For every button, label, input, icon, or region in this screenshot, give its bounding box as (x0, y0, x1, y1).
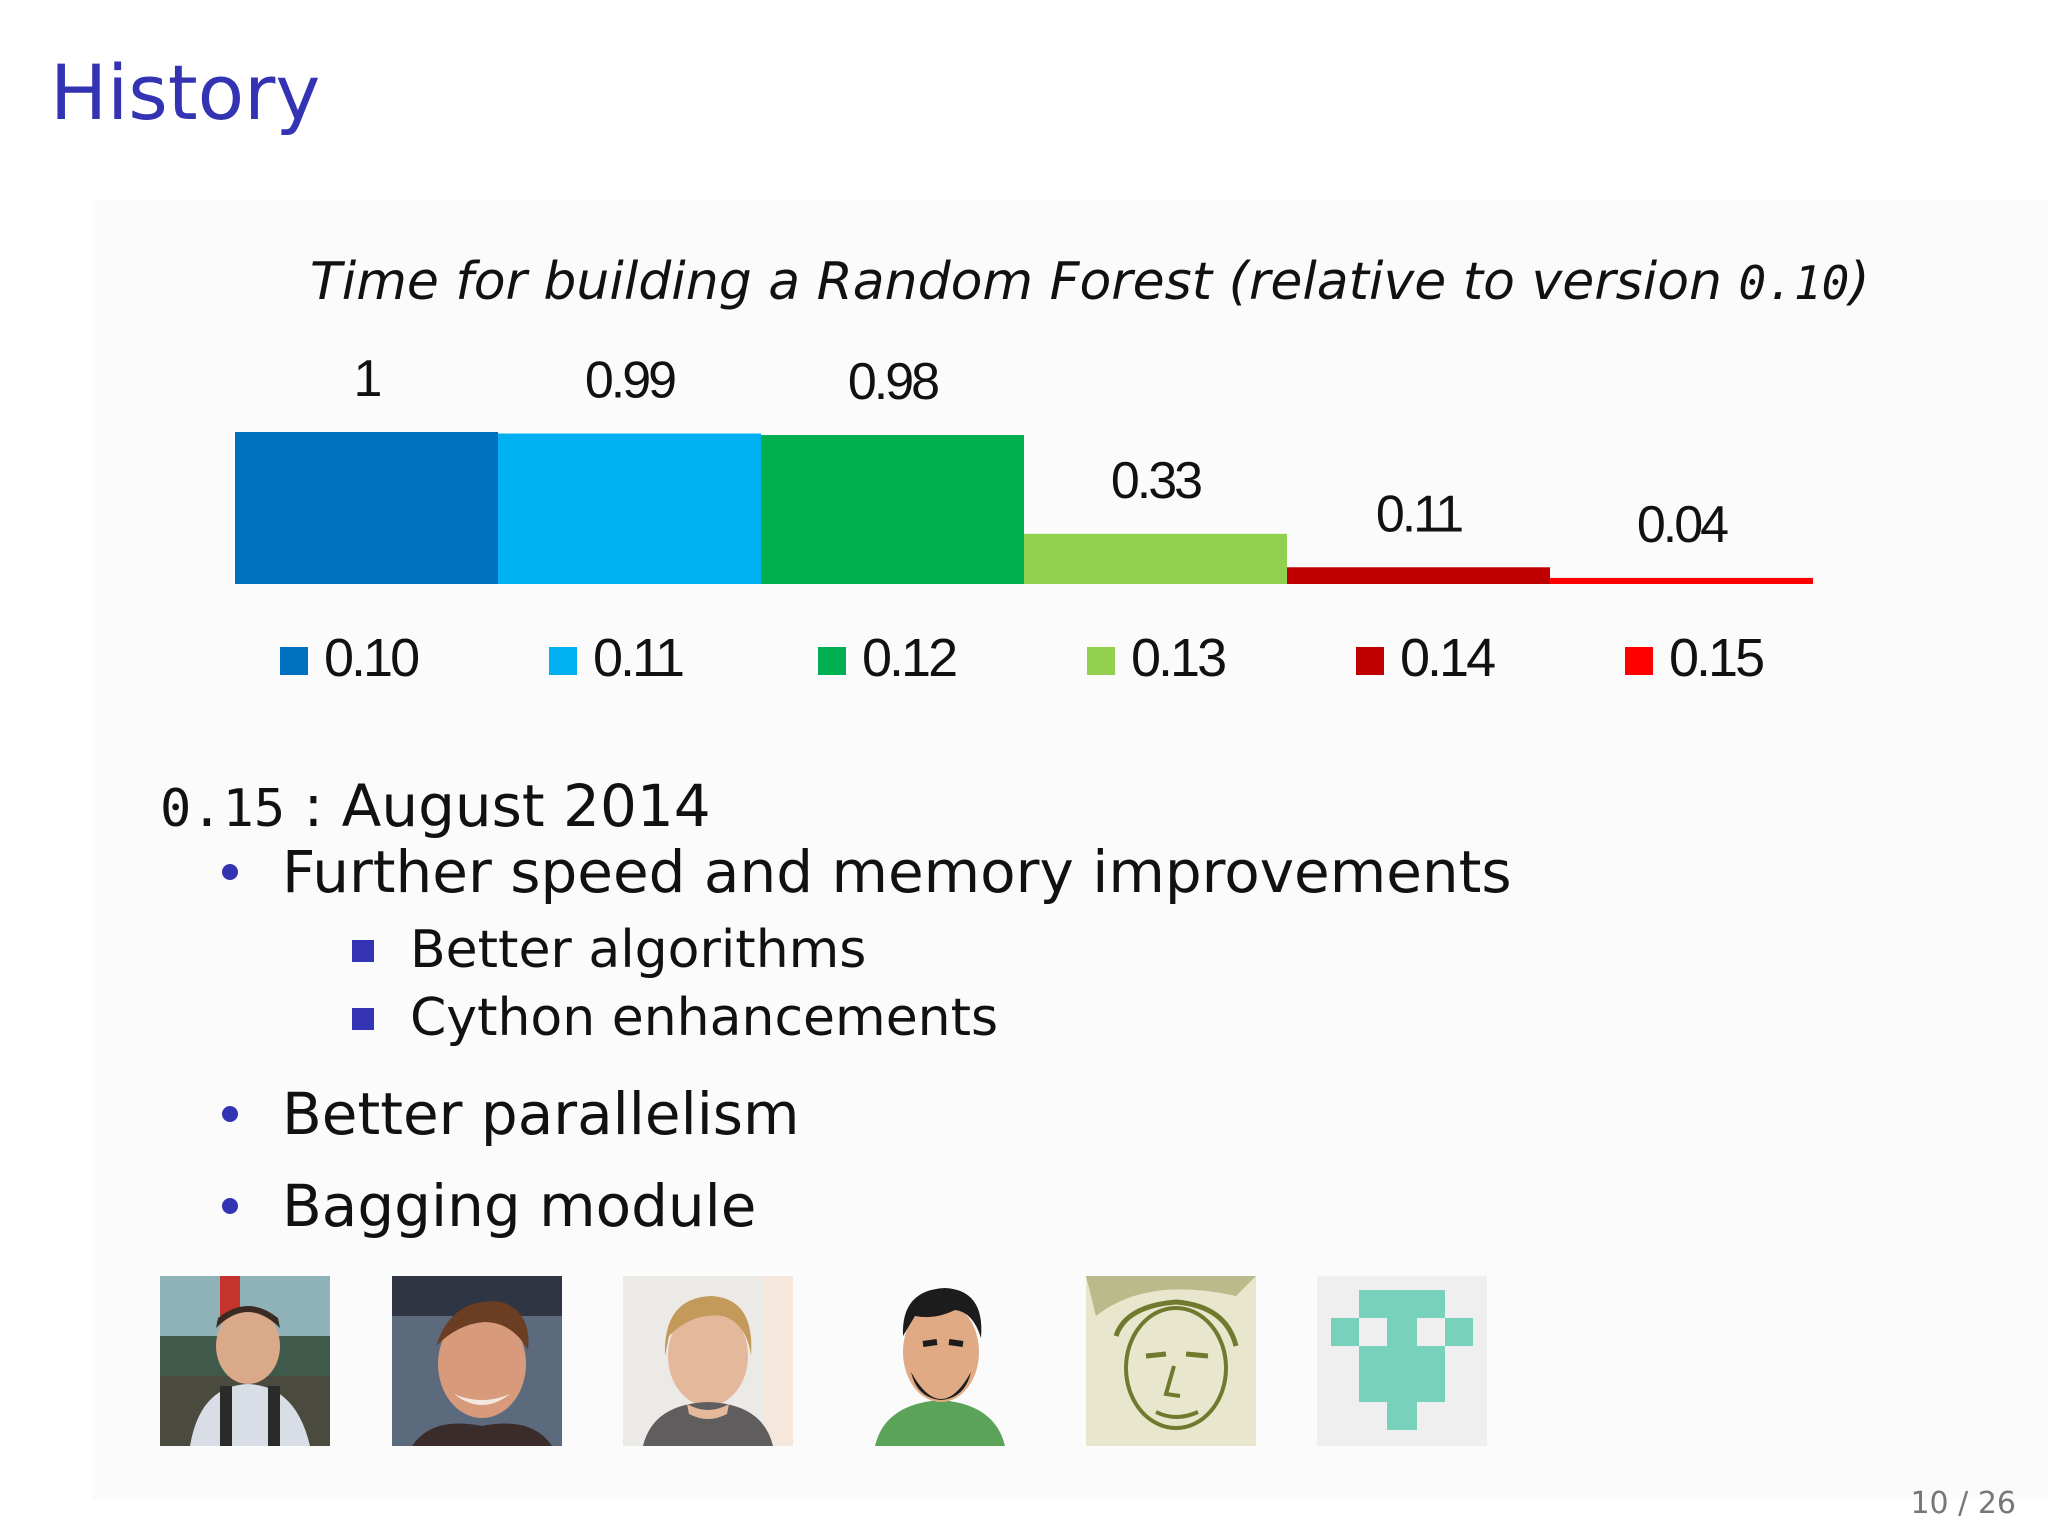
chart-title: Time for building a Random Forest (relat… (310, 252, 1870, 312)
bullet-dot-icon (222, 1105, 238, 1122)
bar-0.10 (235, 432, 498, 584)
slide-title: History (50, 48, 321, 137)
sub-bullet-item: Better algorithms (352, 920, 866, 980)
sub-bullet-item: Cython enhancements (352, 988, 998, 1048)
legend-label-0.12: 0.12 (862, 628, 956, 688)
legend-swatch-0.14 (1356, 647, 1384, 675)
square-bullet-icon (352, 1008, 374, 1030)
bullet-text: Further speed and memory improvements (282, 838, 1512, 906)
chart-title-suffix: ) (1849, 252, 1870, 312)
legend-swatch-0.11 (549, 647, 577, 675)
legend-swatch-0.10 (280, 647, 308, 675)
version-code: 0.15 (160, 779, 286, 839)
bullet-item: Further speed and memory improvements (222, 838, 1512, 906)
bar-0.12 (761, 435, 1024, 584)
version-heading: 0.15 : August 2014 (160, 772, 711, 840)
data-label-0.13: 0.33 (1111, 452, 1201, 510)
bullet-dot-icon (222, 863, 238, 880)
legend-label-0.13: 0.13 (1131, 628, 1225, 688)
contributor-avatar-1 (160, 1276, 330, 1446)
square-bullet-icon (352, 940, 374, 962)
bullet-item: Better parallelism (222, 1080, 800, 1148)
bar-0.14 (1287, 567, 1550, 584)
contributor-avatar-2 (392, 1276, 562, 1446)
contributor-avatar-4 (855, 1276, 1025, 1446)
sub-bullet-text: Cython enhancements (410, 988, 999, 1048)
bullet-text: Bagging module (282, 1172, 757, 1240)
bullet-item: Bagging module (222, 1172, 756, 1240)
legend-label-0.11: 0.11 (593, 628, 683, 688)
data-label-0.11: 0.99 (585, 352, 675, 410)
data-label-0.10: 1 (354, 350, 381, 408)
legend-swatch-0.13 (1087, 647, 1115, 675)
bar-0.15 (1550, 577, 1813, 584)
data-label-0.15: 0.04 (1637, 496, 1728, 554)
legend-label-0.15: 0.15 (1669, 628, 1763, 688)
legend-label-0.14: 0.14 (1400, 628, 1495, 688)
bullet-dot-icon (222, 1197, 238, 1214)
version-date: : August 2014 (285, 772, 711, 840)
contributor-avatar-5 (1086, 1276, 1256, 1446)
legend-swatch-0.12 (818, 647, 846, 675)
page-number: 10 / 26 (1910, 1486, 2016, 1521)
chart-title-code: 0.10 (1738, 256, 1850, 310)
data-label-0.12: 0.98 (848, 353, 938, 411)
bar-0.11 (498, 433, 761, 584)
legend-swatch-0.15 (1625, 647, 1653, 675)
legend-label-0.10: 0.10 (324, 628, 418, 688)
bar-chart: 1 0.10 0.99 0.11 0.98 0.12 0.33 0.13 0.11 0.14 0.0… (235, 350, 1813, 688)
chart-title-text: Time for building a Random Forest (relat… (310, 252, 1739, 312)
contributor-avatar-3 (623, 1276, 793, 1446)
contributor-avatar-6 (1317, 1276, 1487, 1446)
sub-bullet-text: Better algorithms (410, 920, 867, 980)
bar-0.13 (1024, 533, 1287, 584)
bullet-text: Better parallelism (282, 1080, 800, 1148)
data-label-0.14: 0.11 (1376, 485, 1462, 543)
